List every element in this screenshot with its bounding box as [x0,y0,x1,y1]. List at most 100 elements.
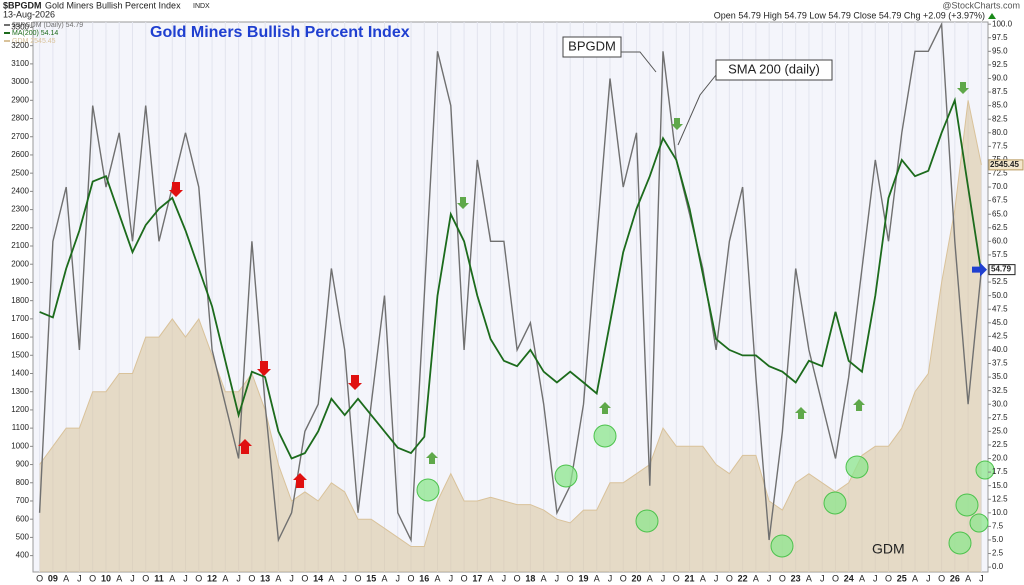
y-tick-label: 2800 [11,114,29,123]
y2-tick-label: 27.5 [992,413,1008,422]
y-tick-label: 1000 [11,441,29,450]
y-tick-label: 2000 [11,259,29,268]
legend-label: MA(200) 54.14 [12,30,58,37]
y2-tick-label: 65.0 [992,209,1008,218]
y2-tick-label: 7.5 [992,522,1004,531]
sell-arrow [257,361,271,376]
annotation: SMA 200 (daily) [728,61,820,76]
y2-tick-label: 2.5 [992,549,1004,558]
signal-circle [969,513,989,533]
x-tick-label: A [222,573,228,583]
x-tick-label: O [938,573,945,583]
up-arrow [988,13,996,19]
symbol: $BPGDM [3,0,42,10]
x-tick-label: A [912,573,918,583]
y2-tick-label: 15.0 [992,481,1008,490]
x-tick-label: O [408,573,415,583]
signal-circle [635,509,659,533]
x-tick-label: A [63,573,69,583]
y-tick-label: 1600 [11,332,29,341]
y-tick-label: 1800 [11,296,29,305]
x-tick-label: A [806,573,812,583]
plot [38,21,983,573]
last-value-box [988,159,1024,171]
x-tick-label: O [885,573,892,583]
x-tick-label: 18 [525,573,535,583]
y2-tick-label: 100.0 [992,19,1013,28]
x-tick-label: J [183,573,188,583]
y2-tick-label: 35.0 [992,372,1008,381]
x-tick-label: 12 [207,573,217,583]
y2-tick-label: 70.0 [992,182,1008,191]
signal-circle [955,493,979,517]
date: 13-Aug-2026 [3,9,55,19]
area-line [39,100,982,547]
area-fill [39,100,982,573]
signal-arrow [671,118,683,130]
exchange: INDX [193,3,210,10]
y2-tick-label: 47.5 [992,304,1008,313]
x-tick-label: 09 [48,573,58,583]
header: $BPGDM Gold Miners Bullish Percent Index… [3,0,1020,20]
x-tick-label: J [714,573,719,583]
x-tick-label: A [859,573,865,583]
signal-arrow [457,197,469,209]
y2-tick-label: 95.0 [992,46,1008,55]
buy-arrow [293,473,307,488]
signal-arrow [957,82,969,94]
y2-tick-label: 87.5 [992,87,1008,96]
x-tick-label: A [116,573,122,583]
x-tick-label: O [514,573,521,583]
signal-circle [975,460,995,480]
y-tick-label: 700 [16,496,30,505]
x-tick-label: O [673,573,680,583]
source: @StockCharts.com [942,0,1020,10]
y2-tick-label: 22.5 [992,440,1008,449]
x-tick-label: A [488,573,494,583]
signal-arrow [426,452,438,464]
y-tick-label: 2400 [11,186,29,195]
x-tick-label: J [873,573,878,583]
x-tick-label: O [461,573,468,583]
x-tick-label: 23 [791,573,801,583]
x-tick-label: 17 [472,573,482,583]
x-tick-label: 24 [844,573,854,583]
signal-arrow [853,399,865,411]
x-tick-label: J [130,573,135,583]
y2-tick-label: 72.5 [992,169,1008,178]
quote: Open 54.79 High 54.79 Low 54.79 Close 54… [714,10,985,20]
x-tick-label: J [979,573,984,583]
x-tick-label: J [820,573,825,583]
line [39,96,983,460]
y2-tick-label: 45.0 [992,318,1008,327]
x-tick-label: J [661,573,666,583]
x-tick-label: J [396,573,401,583]
y2-tick-label: 10.0 [992,508,1008,517]
x-tick-label: 16 [419,573,429,583]
x-tick-label: O [620,573,627,583]
y-tick-label: 500 [16,533,30,542]
x-tick-label: O [36,573,43,583]
y2-tick-label: 12.5 [992,494,1008,503]
x-tick-label: A [594,573,600,583]
x-tick-label: A [435,573,441,583]
y-tick-label: 2700 [11,132,29,141]
x-tick-label: J [926,573,931,583]
x-tick-label: A [753,573,759,583]
x-tick-label: 15 [366,573,376,583]
y2-tick-label: 0.0 [992,562,1004,571]
signal-arrow [599,402,611,414]
y-tick-label: 800 [16,478,30,487]
sell-arrow [348,375,362,390]
x-tick-label: J [767,573,772,583]
annotations: BPGDM SMA 200 (daily) GDM [169,36,995,558]
y2-tick-label: 32.5 [992,386,1008,395]
x-tick-label: 25 [897,573,907,583]
current-arrow [972,262,987,277]
x-tick-label: J [449,573,454,583]
callout-line [621,51,657,73]
x-tick-label: 10 [101,573,111,583]
y2-tick-label: 17.5 [992,467,1008,476]
last-value-label: 54.79 [991,265,1012,274]
x-tick-label: O [195,573,202,583]
